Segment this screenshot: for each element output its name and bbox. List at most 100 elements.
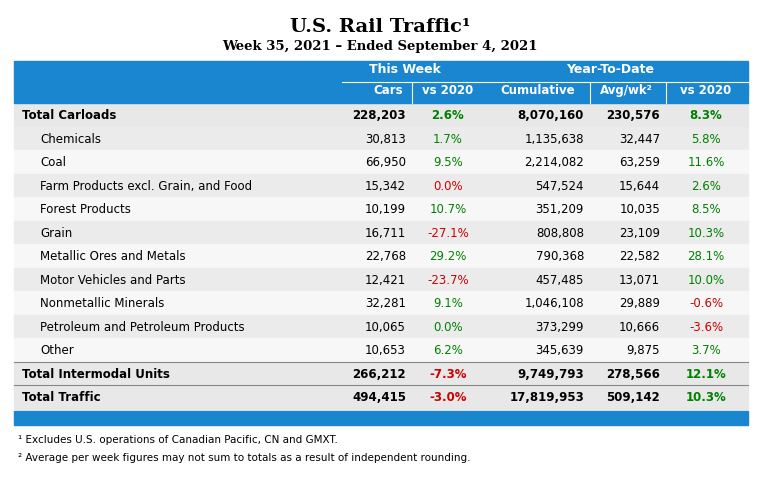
Text: Metallic Ores and Metals: Metallic Ores and Metals — [40, 250, 185, 263]
Bar — [14, 62, 748, 104]
Text: Other: Other — [40, 344, 74, 357]
Bar — [14, 244, 748, 268]
Bar — [14, 291, 748, 315]
Text: Total Traffic: Total Traffic — [22, 390, 100, 403]
Text: ¹ Excludes U.S. operations of Canadian Pacific, CN and GMXT.: ¹ Excludes U.S. operations of Canadian P… — [18, 434, 338, 444]
Text: 9,875: 9,875 — [626, 344, 660, 357]
Text: This Week: This Week — [369, 63, 441, 76]
Text: 808,808: 808,808 — [536, 226, 584, 239]
Text: 2,214,082: 2,214,082 — [524, 156, 584, 169]
Bar — [14, 315, 748, 338]
Text: 22,582: 22,582 — [619, 250, 660, 263]
Text: 547,524: 547,524 — [536, 180, 584, 192]
Text: 8.5%: 8.5% — [691, 203, 720, 216]
Text: vs 2020: vs 2020 — [423, 84, 473, 97]
Text: -3.0%: -3.0% — [429, 390, 467, 403]
Text: 32,447: 32,447 — [619, 132, 660, 145]
Text: 8.3%: 8.3% — [689, 109, 722, 122]
Text: 790,368: 790,368 — [536, 250, 584, 263]
Text: Petroleum and Petroleum Products: Petroleum and Petroleum Products — [40, 320, 245, 333]
Bar — [14, 174, 748, 198]
Text: 10.3%: 10.3% — [688, 226, 724, 239]
Text: U.S. Rail Traffic¹: U.S. Rail Traffic¹ — [290, 18, 470, 36]
Bar — [14, 411, 748, 425]
Text: 345,639: 345,639 — [536, 344, 584, 357]
Text: 10.3%: 10.3% — [686, 390, 727, 403]
Text: 12,421: 12,421 — [365, 273, 406, 286]
Text: 10,035: 10,035 — [619, 203, 660, 216]
Text: vs 2020: vs 2020 — [680, 84, 732, 97]
Text: 28.1%: 28.1% — [687, 250, 724, 263]
Text: 9,749,793: 9,749,793 — [518, 367, 584, 380]
Bar — [14, 221, 748, 244]
Text: 8,070,160: 8,070,160 — [518, 109, 584, 122]
Text: -27.1%: -27.1% — [427, 226, 469, 239]
Text: 11.6%: 11.6% — [687, 156, 725, 169]
Text: 351,209: 351,209 — [536, 203, 584, 216]
Text: Cars: Cars — [373, 84, 403, 97]
Text: 10,065: 10,065 — [365, 320, 406, 333]
Bar — [14, 127, 748, 151]
Bar — [14, 104, 748, 127]
Text: 66,950: 66,950 — [365, 156, 406, 169]
Text: 10.0%: 10.0% — [688, 273, 724, 286]
Text: 10,199: 10,199 — [365, 203, 406, 216]
Text: 509,142: 509,142 — [606, 390, 660, 403]
Text: 23,109: 23,109 — [619, 226, 660, 239]
Text: 3.7%: 3.7% — [691, 344, 721, 357]
Text: Nonmetallic Minerals: Nonmetallic Minerals — [40, 297, 164, 310]
Text: 10.7%: 10.7% — [429, 203, 467, 216]
Bar — [14, 151, 748, 174]
Text: Total Intermodal Units: Total Intermodal Units — [22, 367, 170, 380]
Text: Farm Products excl. Grain, and Food: Farm Products excl. Grain, and Food — [40, 180, 252, 192]
Text: 15,342: 15,342 — [365, 180, 406, 192]
Text: 2.6%: 2.6% — [432, 109, 464, 122]
Text: 0.0%: 0.0% — [433, 320, 463, 333]
Text: Cumulative: Cumulative — [501, 84, 575, 97]
Text: 12.1%: 12.1% — [686, 367, 727, 380]
Bar — [14, 198, 748, 221]
Text: 9.5%: 9.5% — [433, 156, 463, 169]
Text: 10,653: 10,653 — [365, 344, 406, 357]
Text: 0.0%: 0.0% — [433, 180, 463, 192]
Text: -7.3%: -7.3% — [429, 367, 467, 380]
Text: Year-To-Date: Year-To-Date — [566, 63, 654, 76]
Text: -23.7%: -23.7% — [427, 273, 469, 286]
Text: 22,768: 22,768 — [365, 250, 406, 263]
Text: Avg/wk²: Avg/wk² — [600, 84, 652, 97]
Text: Coal: Coal — [40, 156, 66, 169]
Text: 16,711: 16,711 — [365, 226, 406, 239]
Text: 373,299: 373,299 — [536, 320, 584, 333]
Text: Motor Vehicles and Parts: Motor Vehicles and Parts — [40, 273, 185, 286]
Text: -3.6%: -3.6% — [689, 320, 723, 333]
Text: 9.1%: 9.1% — [433, 297, 463, 310]
Bar — [14, 385, 748, 408]
Text: 17,819,953: 17,819,953 — [509, 390, 584, 403]
Text: 457,485: 457,485 — [536, 273, 584, 286]
Text: 278,566: 278,566 — [606, 367, 660, 380]
Text: 30,813: 30,813 — [366, 132, 406, 145]
Text: 10,666: 10,666 — [619, 320, 660, 333]
Text: 6.2%: 6.2% — [433, 344, 463, 357]
Text: 29,889: 29,889 — [619, 297, 660, 310]
Text: 494,415: 494,415 — [352, 390, 406, 403]
Text: ² Average per week figures may not sum to totals as a result of independent roun: ² Average per week figures may not sum t… — [18, 453, 470, 463]
Text: Forest Products: Forest Products — [40, 203, 131, 216]
Text: Week 35, 2021 – Ended September 4, 2021: Week 35, 2021 – Ended September 4, 2021 — [222, 40, 538, 53]
Text: 228,203: 228,203 — [353, 109, 406, 122]
Text: 1,046,108: 1,046,108 — [524, 297, 584, 310]
Text: 266,212: 266,212 — [353, 367, 406, 380]
Text: Chemicals: Chemicals — [40, 132, 101, 145]
Bar — [14, 338, 748, 362]
Text: 29.2%: 29.2% — [429, 250, 467, 263]
Text: 230,576: 230,576 — [606, 109, 660, 122]
Text: 13,071: 13,071 — [619, 273, 660, 286]
Text: 32,281: 32,281 — [365, 297, 406, 310]
Text: 2.6%: 2.6% — [691, 180, 721, 192]
Text: Total Carloads: Total Carloads — [22, 109, 116, 122]
Bar — [14, 362, 748, 385]
Text: 1.7%: 1.7% — [433, 132, 463, 145]
Text: 5.8%: 5.8% — [691, 132, 720, 145]
Text: 1,135,638: 1,135,638 — [524, 132, 584, 145]
Text: 63,259: 63,259 — [619, 156, 660, 169]
